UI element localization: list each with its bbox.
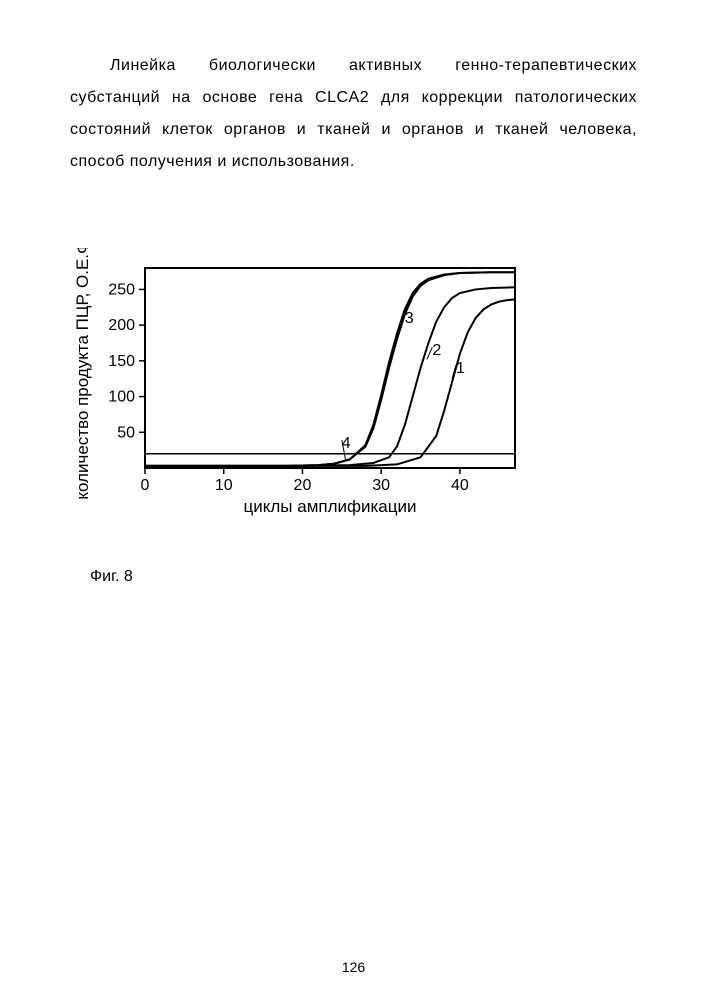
svg-text:2: 2 xyxy=(432,342,441,359)
svg-text:40: 40 xyxy=(451,477,469,494)
figure-container: 0 10 20 30 40 циклы амплификации 50 100 150 200 25… xyxy=(70,248,637,586)
svg-text:20: 20 xyxy=(294,477,312,494)
amplification-chart: 0 10 20 30 40 циклы амплификации 50 100 150 200 25… xyxy=(70,248,530,528)
svg-text:10: 10 xyxy=(215,477,233,494)
title-paragraph: Линейка биологически активных генно-тера… xyxy=(70,50,637,178)
svg-text:3: 3 xyxy=(405,310,414,327)
svg-text:4: 4 xyxy=(342,435,351,452)
svg-text:250: 250 xyxy=(108,281,135,298)
svg-text:100: 100 xyxy=(108,389,135,406)
svg-text:1: 1 xyxy=(456,360,465,377)
svg-text:количество продукта ПЦР, О.Е.Ф: количество продукта ПЦР, О.Е.Ф. xyxy=(73,248,92,500)
svg-text:50: 50 xyxy=(117,424,135,441)
svg-text:150: 150 xyxy=(108,353,135,370)
svg-text:200: 200 xyxy=(108,317,135,334)
svg-text:30: 30 xyxy=(372,477,390,494)
svg-text:0: 0 xyxy=(141,477,150,494)
page: Линейка биологически активных генно-тера… xyxy=(0,0,707,1000)
page-number: 126 xyxy=(0,959,707,975)
svg-text:циклы амплификации: циклы амплификации xyxy=(244,497,417,516)
figure-caption: Фиг. 8 xyxy=(90,568,637,586)
